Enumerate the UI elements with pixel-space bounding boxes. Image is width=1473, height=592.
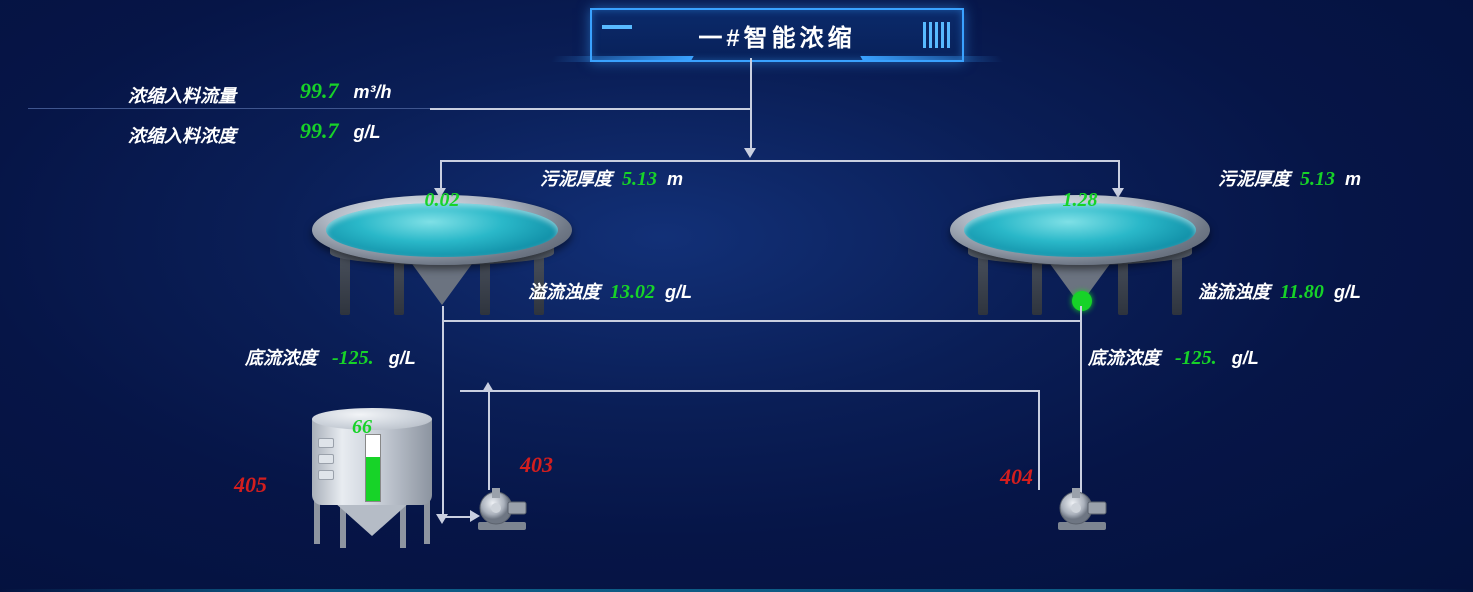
arrow-up-icon [482, 382, 494, 392]
t2-sludge-value: 5.13 [1300, 168, 1335, 190]
t1-sludge-label: 污泥厚度 [540, 169, 612, 189]
pump-403-tag: 403 [520, 452, 553, 478]
page-title: 一#智能浓缩 [698, 18, 855, 53]
pump-404 [1052, 480, 1112, 536]
pipe [1118, 160, 1120, 190]
t1-underflow-unit: g/L [389, 348, 416, 368]
t1-sludge-unit: m [667, 169, 683, 189]
t1-underflow-value: -125. [332, 347, 374, 369]
inlet-conc-unit: g/L [354, 122, 381, 142]
inlet-conc-label: 浓缩入料浓度 [128, 122, 236, 148]
t2-overflow-unit: g/L [1334, 282, 1361, 302]
pump-404-tag: 404 [1000, 464, 1033, 490]
silo-level-gauge [365, 434, 381, 502]
pipe [430, 108, 750, 110]
thickener-1-surface-value: 0.02 [312, 189, 572, 212]
pipe [440, 160, 1120, 162]
pipe [442, 516, 472, 518]
t1-sludge-value: 5.13 [622, 168, 657, 190]
t2-underflow-unit: g/L [1232, 348, 1259, 368]
pipe [1038, 390, 1040, 490]
scada-canvas: 一#智能浓缩 浓缩入料流量 99.7 m³/h 浓缩入料浓度 99.7 g/L … [0, 0, 1473, 592]
t2-overflow-label: 溢流浊度 [1198, 282, 1270, 302]
inlet-flow-value: 99.7 [300, 78, 339, 103]
t1-overflow-unit: g/L [665, 282, 692, 302]
t2-sludge-label: 污泥厚度 [1218, 169, 1290, 189]
page-title-banner: 一#智能浓缩 [590, 8, 964, 62]
t2-underflow-label: 底流浓度 [1088, 348, 1160, 368]
t1-overflow-label: 溢流浊度 [528, 282, 600, 302]
arrow-down-icon [744, 148, 756, 158]
inlet-flow-label: 浓缩入料流量 [128, 82, 236, 108]
t1-overflow-value: 13.02 [610, 281, 655, 303]
pipe [488, 390, 490, 490]
buffer-silo [292, 408, 452, 568]
t2-sludge-unit: m [1345, 169, 1361, 189]
pipe [442, 320, 1082, 322]
silo-tag: 405 [234, 472, 267, 498]
thickener-2-indicator [1072, 291, 1092, 311]
pipe [1080, 306, 1082, 506]
inlet-conc-value: 99.7 [300, 118, 339, 143]
t2-underflow-value: -125. [1175, 347, 1217, 369]
arrow-right-icon [470, 510, 480, 522]
t2-overflow-value: 11.80 [1280, 281, 1324, 303]
pump-403 [472, 480, 532, 536]
pipe [440, 160, 442, 190]
pipe [750, 58, 752, 148]
thickener-2-surface-value: 1.28 [950, 189, 1210, 212]
pipe [460, 390, 1040, 392]
inlet-flow-unit: m³/h [354, 82, 392, 102]
silo-level-value: 66 [352, 416, 372, 439]
t1-underflow-label: 底流浓度 [245, 348, 317, 368]
